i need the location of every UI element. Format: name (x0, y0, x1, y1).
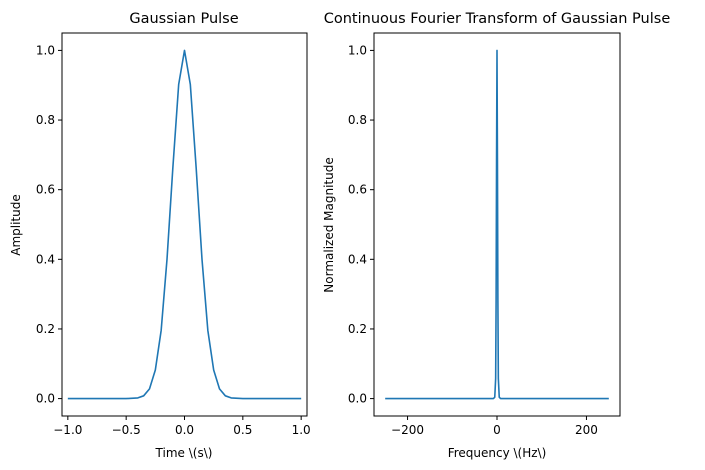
x-tick-label: −0.5 (112, 423, 141, 437)
y-axis-label: Normalized Magnitude (322, 157, 336, 292)
series-line (67, 49, 302, 400)
chart-title: Continuous Fourier Transform of Gaussian… (324, 11, 671, 27)
axes-frame (373, 32, 621, 417)
axes-frame (61, 32, 308, 417)
ticks-layer: −1.0 −0.5 0.0 0.5 1.0 0.0 0.2 0.4 0.6 0.8 1.0 (36, 43, 311, 437)
x-tick-label: −200 (391, 423, 424, 437)
subplot-fourier-transform: Continuous Fourier Transform of Gaussian… (322, 11, 670, 460)
x-tick-label: 0.0 (175, 423, 194, 437)
y-tick-label: 0.2 (36, 322, 55, 336)
chart-title: Gaussian Pulse (129, 11, 238, 27)
y-tick-label: 0.8 (348, 113, 367, 127)
y-tick-label: 0.4 (36, 252, 55, 266)
x-tick-label: 0.5 (233, 423, 252, 437)
y-tick-label: 1.0 (36, 43, 55, 57)
y-tick-label: 0.6 (36, 183, 55, 197)
plot-layer (385, 49, 609, 400)
series-line (385, 49, 609, 400)
y-tick-label: 0.0 (36, 392, 55, 406)
ticks-layer: −200 0 200 0.0 0.2 0.4 0.6 0.8 1.0 (348, 43, 598, 437)
y-tick-label: 0.2 (348, 322, 367, 336)
y-axis-label: Amplitude (9, 194, 23, 256)
x-tick-label: 1.0 (292, 423, 311, 437)
y-tick-label: 0.4 (348, 252, 367, 266)
x-tick-label: 200 (575, 423, 598, 437)
x-tick-label: −1.0 (53, 423, 82, 437)
x-axis-label: Frequency \(Hz\) (448, 446, 547, 460)
y-tick-label: 0.8 (36, 113, 55, 127)
y-tick-label: 0.0 (348, 392, 367, 406)
y-tick-label: 1.0 (348, 43, 367, 57)
subplot-gaussian-pulse: Gaussian Pulse Time \(s\) Amplitude −1.0… (9, 11, 311, 460)
x-axis-label: Time \(s\) (155, 446, 213, 460)
plot-layer (67, 49, 302, 400)
y-tick-label: 0.6 (348, 183, 367, 197)
x-tick-label: 0 (493, 423, 501, 437)
